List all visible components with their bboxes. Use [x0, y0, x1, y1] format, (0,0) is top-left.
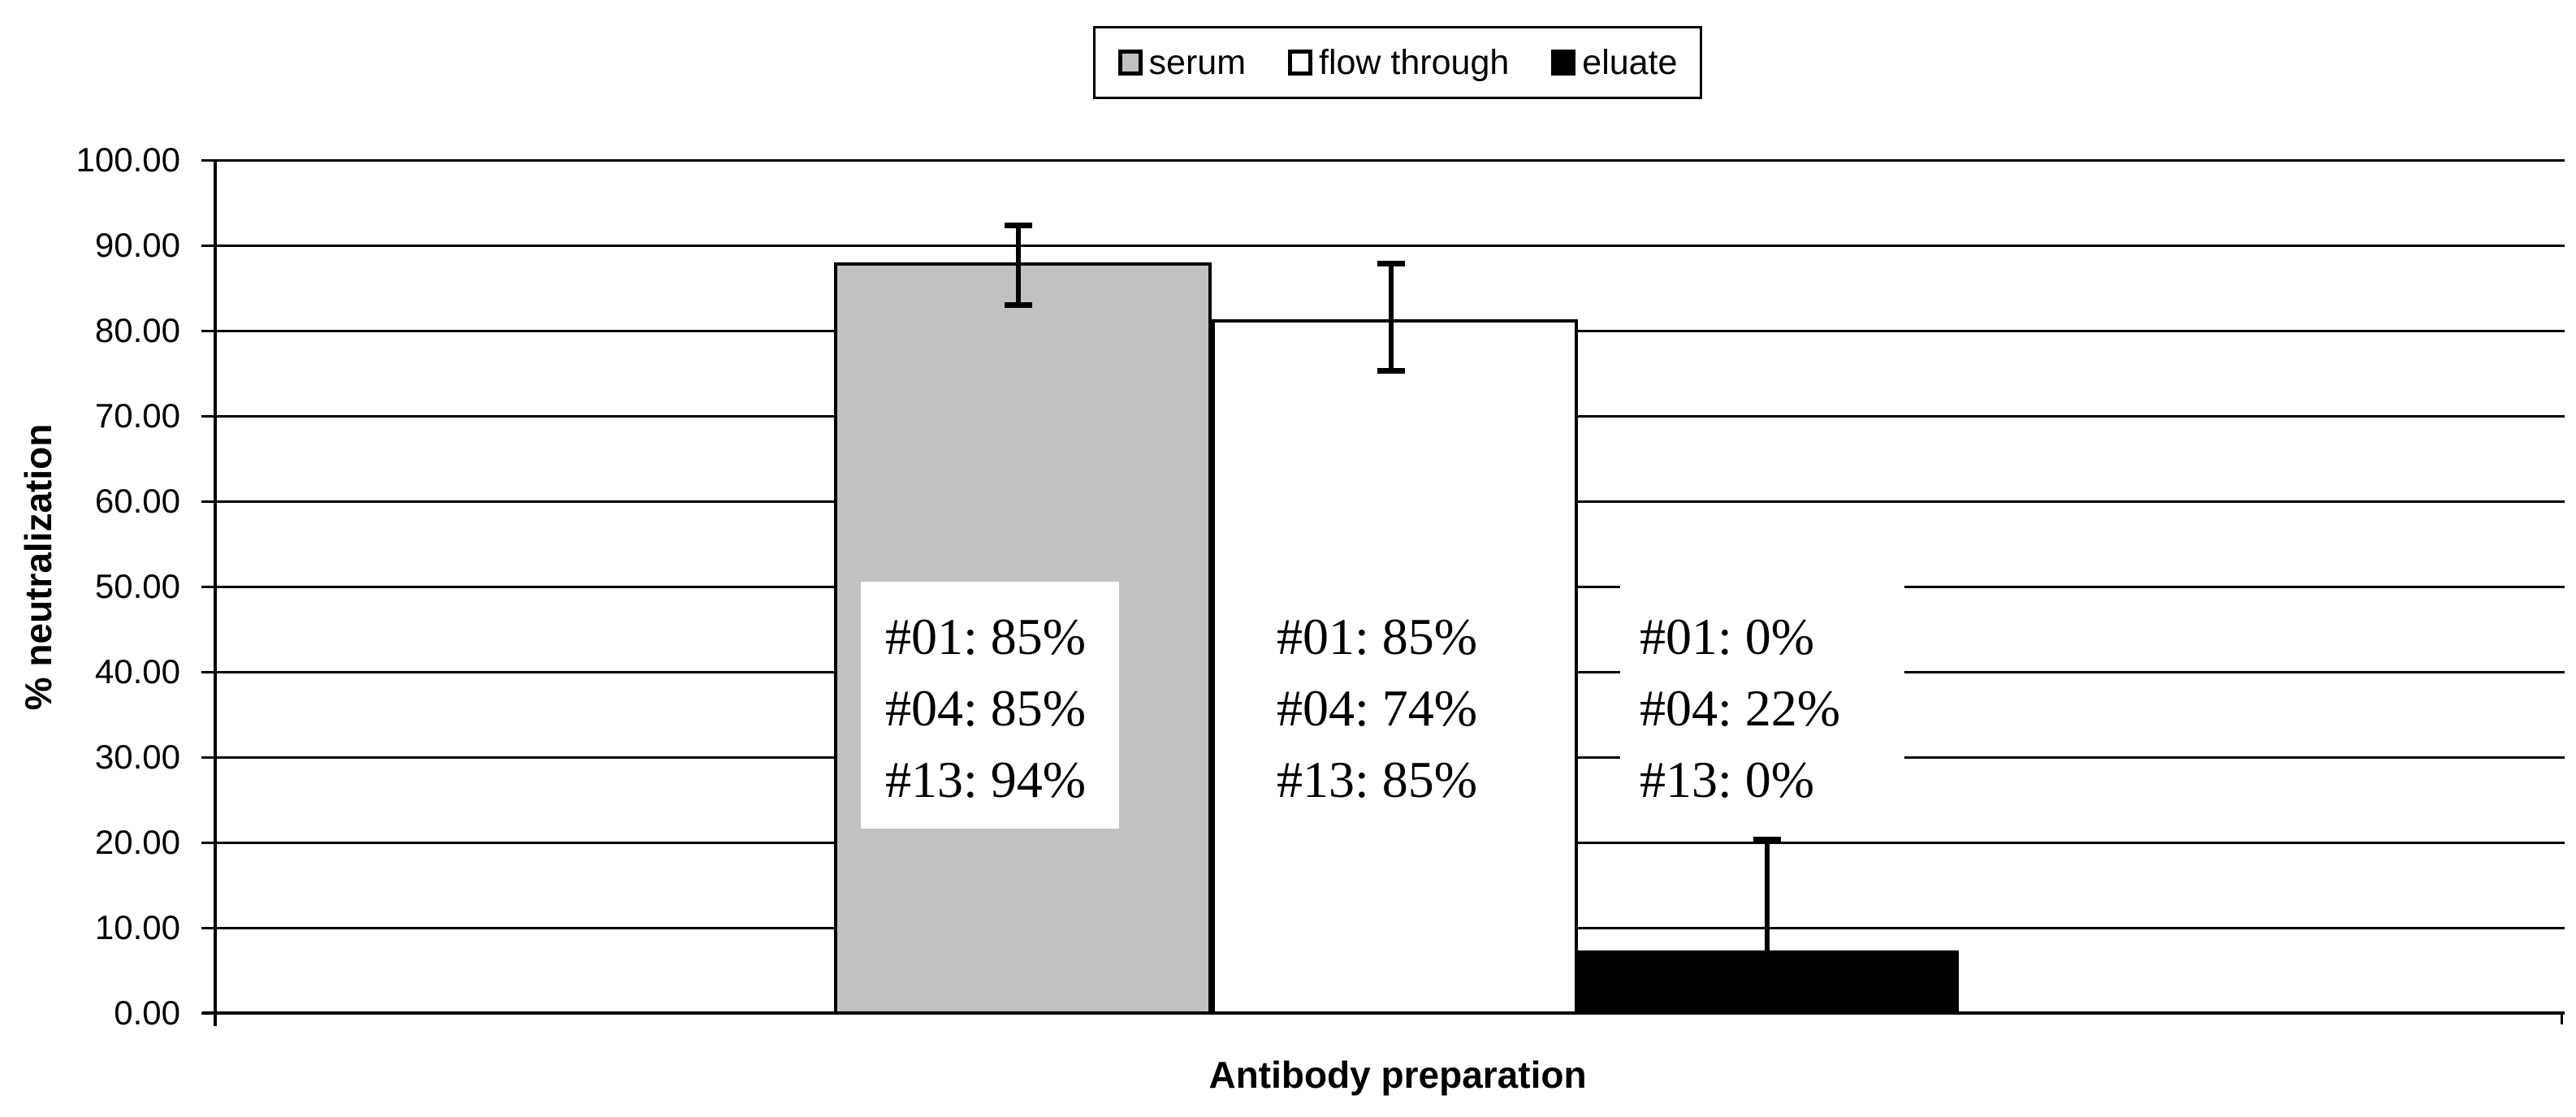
- error-bar-top-cap-flow-through: [1377, 261, 1405, 267]
- error-bar-bottom-cap-serum: [1005, 301, 1032, 308]
- y-tick: [201, 414, 215, 418]
- x-axis-title: Antibody preparation: [1208, 1054, 1587, 1096]
- x-axis-end-tick: [214, 1013, 216, 1024]
- legend-item-flow-through: flow through: [1288, 44, 1509, 81]
- y-tick: [201, 841, 215, 844]
- legend-marker-serum-icon: [1117, 50, 1143, 76]
- y-gridline: [215, 158, 2565, 162]
- annotation-line: #01: 85%: [885, 608, 1087, 665]
- legend-label-serum: serum: [1148, 43, 1247, 82]
- error-bar-top-cap-eluate: [1753, 836, 1781, 842]
- annotation-serum: #01: 85% #04: 85% #13: 94%: [861, 582, 1119, 829]
- annotation-eluate: #01: 0% #04: 22% #13: 0%: [1620, 582, 1904, 829]
- annotation-line: #13: 85%: [1277, 751, 1478, 808]
- y-tick: [201, 1011, 215, 1015]
- y-tick-label: 90.00: [94, 226, 180, 264]
- y-tick-label: 20.00: [94, 823, 180, 861]
- y-axis-title-text: % neutralization: [17, 423, 59, 711]
- bar-eluate: [1578, 950, 1959, 1015]
- annotation-line: #01: 0%: [1640, 608, 1815, 665]
- y-tick: [201, 158, 215, 162]
- annotation-line: #04: 74%: [1277, 679, 1478, 737]
- y-tick-label: 100.00: [76, 141, 180, 179]
- annotation-line: #04: 85%: [885, 679, 1087, 737]
- y-tick: [201, 500, 215, 503]
- annotation-flow-through: #01: 85% #04: 74% #13: 85%: [1265, 582, 1502, 829]
- y-tick-label: 60.00: [94, 482, 180, 520]
- y-tick: [201, 244, 215, 247]
- bar-serum: [834, 262, 1212, 1015]
- x-axis-end-tick: [2561, 1013, 2563, 1024]
- error-bar-bottom-cap-flow-through: [1377, 368, 1405, 374]
- legend-label-flow-through: flow through: [1319, 43, 1510, 82]
- annotation-line: #01: 85%: [1277, 608, 1478, 665]
- y-tick: [201, 670, 215, 673]
- legend-marker-flow-through-icon: [1288, 50, 1313, 76]
- y-tick: [201, 755, 215, 759]
- y-tick-label: 0.00: [114, 994, 180, 1032]
- error-bar-eluate: [1765, 838, 1770, 951]
- y-gridline: [215, 244, 2565, 247]
- annotation-line: #13: 94%: [885, 751, 1087, 808]
- y-tick-label: 80.00: [94, 311, 180, 349]
- legend: serum flow through eluate: [1093, 26, 1702, 99]
- y-tick-label: 10.00: [94, 908, 180, 946]
- annotation-line: #13: 0%: [1640, 751, 1815, 808]
- y-tick: [201, 329, 215, 332]
- y-tick-label: 70.00: [94, 396, 180, 435]
- error-bar-flow-through: [1389, 263, 1394, 372]
- legend-item-eluate: eluate: [1551, 44, 1677, 81]
- legend-label-eluate: eluate: [1582, 43, 1678, 82]
- legend-item-serum: serum: [1117, 43, 1247, 82]
- y-tick-label: 50.00: [94, 567, 180, 605]
- y-tick-label: 30.00: [94, 738, 180, 776]
- error-bar-top-cap-serum: [1005, 222, 1032, 228]
- y-tick: [201, 926, 215, 929]
- y-tick: [201, 585, 215, 588]
- y-axis-line: [214, 160, 217, 1026]
- error-bar-serum: [1016, 224, 1021, 305]
- y-tick-label: 40.00: [94, 652, 180, 691]
- annotation-line: #04: 22%: [1640, 679, 1841, 737]
- legend-marker-eluate-icon: [1551, 50, 1576, 76]
